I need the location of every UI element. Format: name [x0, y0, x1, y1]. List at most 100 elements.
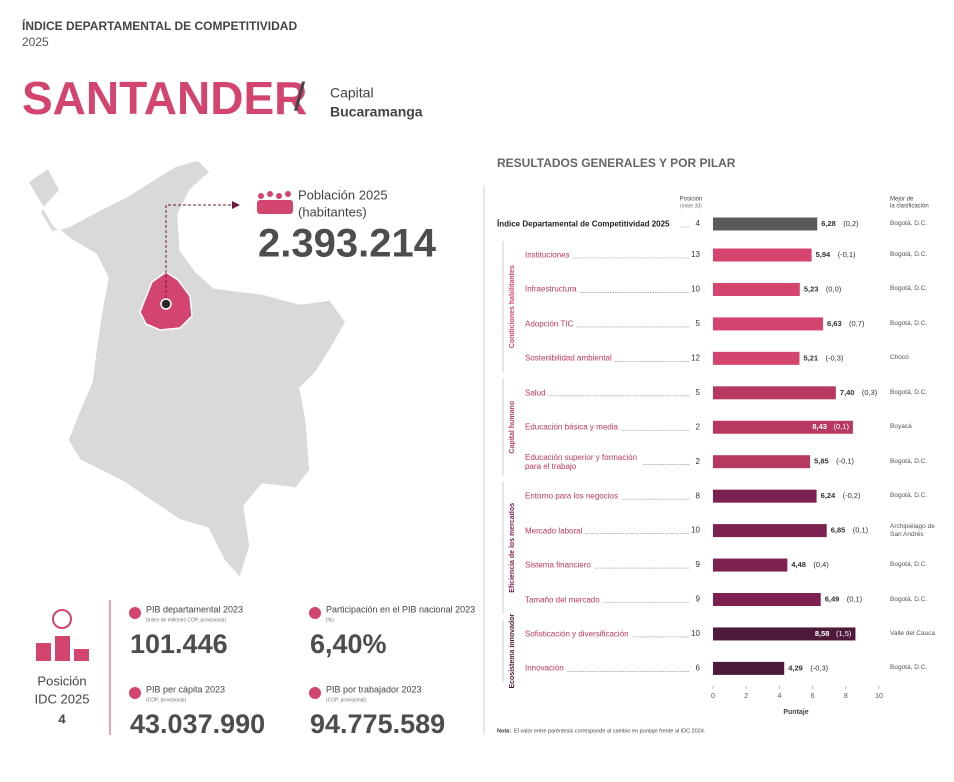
stat-label: PIB per cápita 2023 — [146, 684, 225, 694]
bar — [713, 524, 827, 538]
x-tick-label: 6 — [811, 693, 815, 700]
x-tick-label: 8 — [844, 693, 848, 700]
position-subheader: (entre 33) — [680, 203, 702, 209]
value-label: 5,94 — [816, 250, 831, 259]
group-label: Condiciones habilitantes — [509, 265, 516, 348]
bar — [713, 386, 836, 400]
bar — [713, 217, 818, 231]
change-label: (0,4) — [813, 560, 829, 569]
value-label: 7,40 — [840, 388, 855, 397]
x-tick-label: 0 — [711, 693, 715, 700]
population-label: Población 2025 — [298, 187, 388, 202]
x-tick-label: 4 — [777, 693, 781, 700]
value-label: 5,21 — [803, 353, 818, 362]
stat-note: (COP, provisional) — [326, 697, 367, 703]
change-label: (-0,2) — [843, 491, 861, 500]
stat-label: PIB departamental 2023 — [146, 604, 243, 614]
bar — [713, 558, 788, 572]
best-label: Valle del Cauca — [890, 629, 936, 637]
position: 10 — [691, 629, 700, 638]
category-label: Sofisticación y diversificación — [525, 629, 632, 639]
stat-icon — [309, 687, 321, 699]
bar — [713, 455, 811, 469]
position: 2 — [696, 422, 701, 431]
change-label: (-0,3) — [825, 353, 843, 362]
rank-icon — [52, 609, 72, 629]
change-label: (-0,1) — [836, 457, 854, 466]
group-label: Capital humano — [509, 401, 516, 454]
value-label: 4,48 — [791, 560, 806, 569]
category-label: Adopción TIC — [525, 319, 577, 329]
bar — [713, 351, 800, 365]
position: 10 — [691, 526, 700, 535]
population-value: 2.393.214 — [258, 222, 437, 266]
capital: Bucaramanga — [330, 104, 423, 120]
podium — [36, 643, 51, 661]
podium — [74, 649, 89, 661]
position: 5 — [696, 319, 701, 328]
note-lead: Nota: — [497, 728, 511, 734]
change-label: (0,0) — [826, 284, 842, 293]
best-label: Bogotá, D.C. — [890, 388, 928, 396]
stat-icon — [309, 607, 321, 619]
capital-marker — [160, 298, 172, 310]
stat-value: 43.037.990 — [130, 709, 265, 739]
x-tick-label: 2 — [744, 693, 748, 700]
stat-label: PIB por trabajador 2023 — [326, 684, 422, 694]
best-label: Bogotá, D.C. — [890, 220, 928, 227]
position: 5 — [696, 388, 701, 397]
position: 13 — [691, 250, 700, 259]
position: 12 — [691, 353, 700, 362]
value-label: 6,28 — [821, 219, 836, 228]
x-tick-label: 10 — [875, 693, 883, 700]
year: 2025 — [22, 35, 49, 49]
stat-value: 94.775.589 — [310, 709, 445, 739]
stat-icon — [129, 607, 141, 619]
position: 2 — [696, 457, 701, 466]
category-label: Infraestructura — [525, 284, 580, 294]
value-label: 5,85 — [814, 457, 829, 466]
rank-value: 4 — [58, 711, 66, 726]
stat-note: (COP, provisional) — [146, 697, 187, 703]
bar — [713, 661, 785, 675]
group-label: Eficiencia de los mercados — [509, 503, 516, 593]
position: 10 — [691, 285, 700, 294]
capital-label: Capital — [330, 85, 374, 101]
best-label: Bogotá, D.C. — [890, 251, 928, 258]
change-label: (1,5) — [836, 629, 852, 638]
change-label: (-0,1) — [838, 250, 856, 259]
stat-icon — [129, 687, 141, 699]
rank-label: Posición — [37, 673, 86, 688]
kicker: ÍNDICE DEPARTAMENTAL DE COMPETITIVIDAD — [22, 18, 297, 33]
value-label: 5,23 — [804, 284, 819, 293]
leader-line — [165, 204, 232, 298]
value-label: 4,29 — [788, 663, 803, 672]
change-label: (0,2) — [843, 219, 859, 228]
change-label: (0,1) — [853, 526, 869, 535]
best-label: Bogotá, D.C. — [890, 561, 928, 569]
best-label: Archipiélago de San Andrés — [890, 522, 935, 538]
best-label: Bogotá, D.C. — [890, 492, 928, 500]
value-label: 6,63 — [827, 319, 842, 328]
arrow-head — [232, 201, 240, 209]
population-unit: (habitantes) — [298, 204, 367, 219]
value-label: 8,43 — [812, 422, 827, 431]
best-label: Bogotá, D.C. — [890, 457, 928, 465]
position: 9 — [696, 560, 701, 569]
stat-note: (%) — [326, 617, 334, 623]
position: 8 — [696, 491, 701, 500]
bar — [713, 248, 812, 262]
best-label: Bogotá, D.C. — [890, 319, 928, 327]
map-country — [27, 159, 347, 580]
department: SANTANDER — [22, 72, 307, 124]
change-label: (0,3) — [862, 388, 878, 397]
value-label: 6,85 — [831, 526, 846, 535]
category-label: Educación básica y media — [525, 422, 621, 432]
bar — [713, 317, 824, 331]
category-label: Mercado laboral — [525, 526, 586, 536]
bar — [713, 420, 853, 434]
change-label: (0,1) — [834, 422, 850, 431]
category-label: Entorno para los negocios — [525, 491, 621, 501]
